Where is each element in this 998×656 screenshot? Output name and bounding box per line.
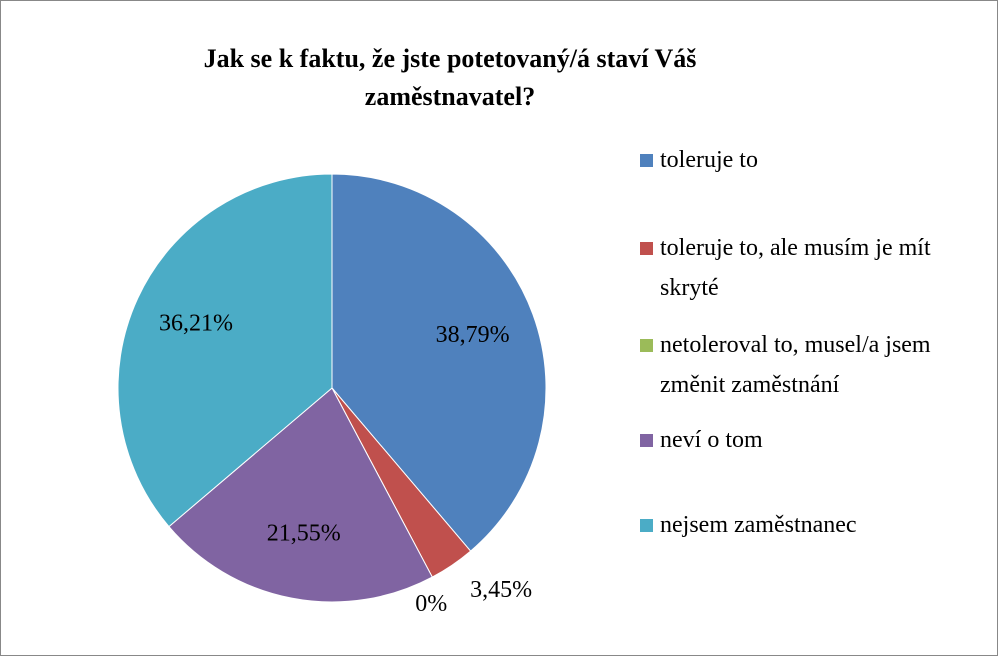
data-label: 3,45% (470, 577, 532, 603)
data-label: 0% (415, 591, 447, 617)
legend-item: toleruje to (640, 140, 758, 180)
legend-swatch (640, 519, 653, 532)
legend-label: nejsem zaměstnanec (660, 512, 857, 538)
chart-title: Jak se k faktu, že jste potetovaný/á sta… (203, 44, 697, 111)
legend-item: netoleroval to, musel/a jsem změnit zamě… (640, 325, 980, 405)
data-label: 36,21% (159, 311, 233, 337)
pie-slice (117, 173, 333, 528)
legend-label: toleruje to (660, 147, 758, 173)
pie-slice (168, 387, 433, 603)
pie-slice (331, 173, 547, 552)
data-label: 21,55% (267, 521, 341, 547)
legend-item: toleruje to, ale musím je mít skryté (640, 228, 980, 308)
legend-label: neví o tom (660, 427, 763, 453)
legend-swatch (640, 434, 653, 447)
legend-swatch (640, 242, 653, 255)
legend-swatch (640, 154, 653, 167)
legend-item: neví o tom (640, 420, 763, 460)
legend-swatch (640, 339, 653, 352)
legend-item: nejsem zaměstnanec (640, 505, 857, 545)
legend-label: netoleroval to, musel/a jsem změnit zamě… (660, 332, 931, 398)
data-label: 38,79% (436, 322, 510, 348)
legend-label: toleruje to, ale musím je mít skryté (660, 235, 931, 301)
